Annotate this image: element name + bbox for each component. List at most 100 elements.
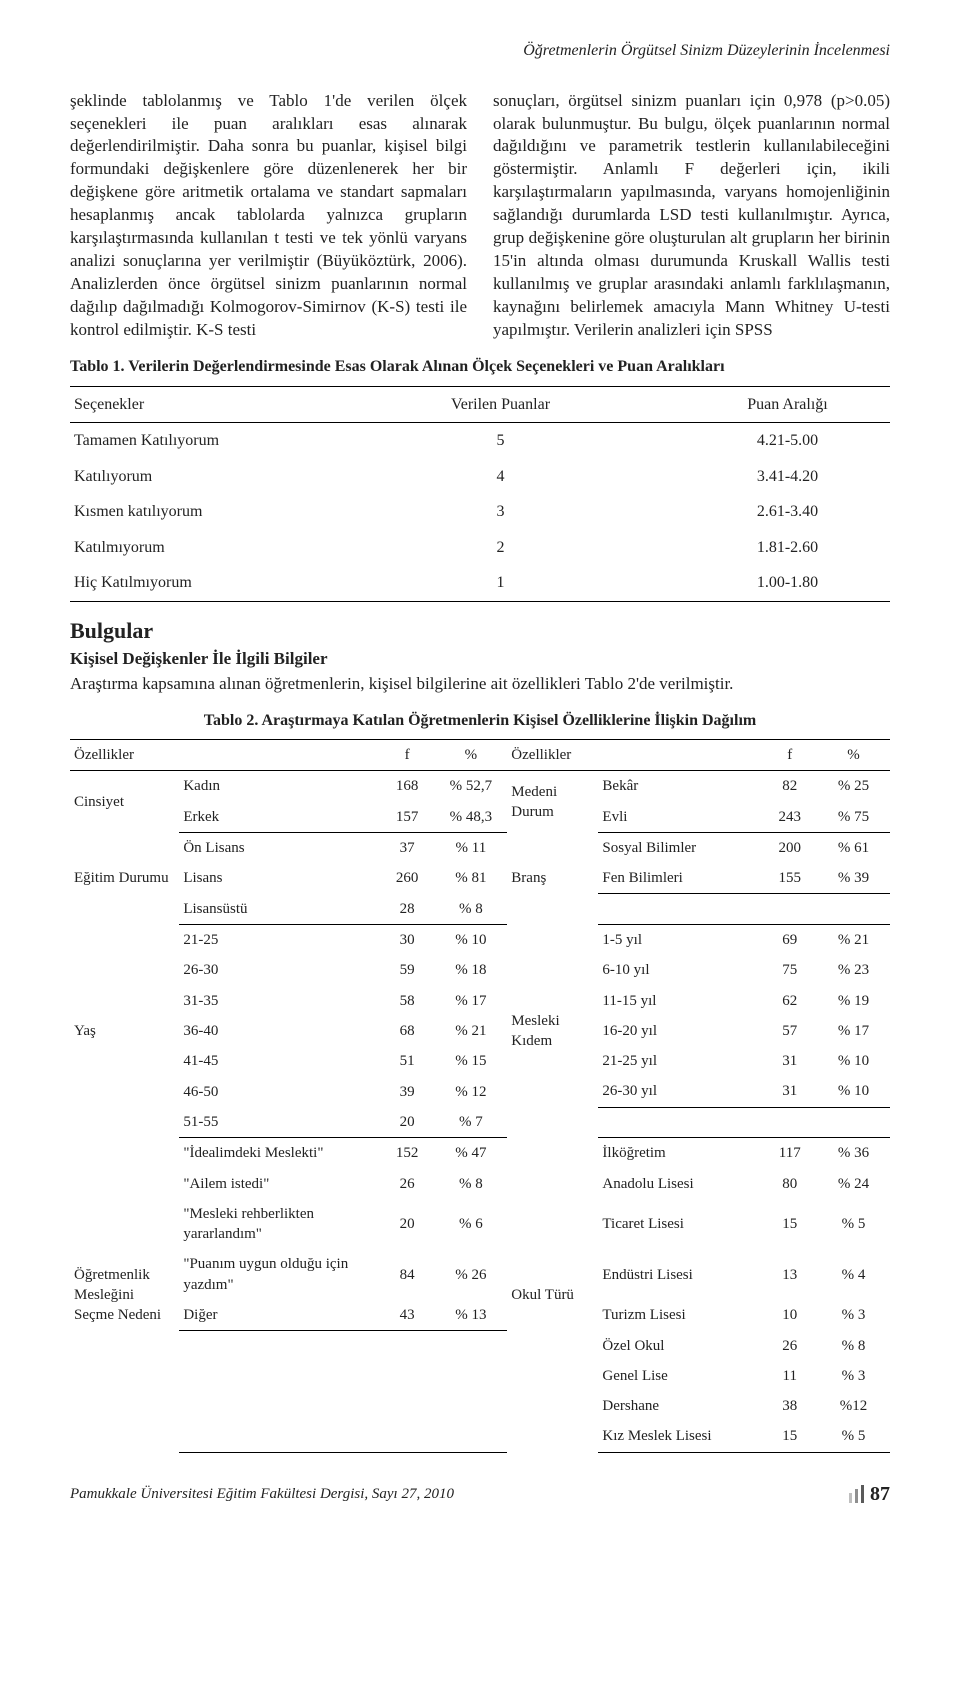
- table2-group-label: Eğitim Durumu: [70, 832, 179, 924]
- table2-cell: % 3: [817, 1300, 890, 1331]
- table2-row: 31-3558% 1711-15 yıl62% 19: [70, 986, 890, 1016]
- table2-cell: 43: [380, 1300, 435, 1331]
- table2-cell: [817, 1107, 890, 1138]
- table2-cell: % 26: [434, 1249, 507, 1300]
- table2-caption: Tablo 2. Araştırmaya Katılan Öğretmenler…: [70, 710, 890, 732]
- table1-cell: Katılmıyorum: [70, 530, 316, 566]
- table2-cell: 26: [380, 1169, 435, 1199]
- table2-group-label: Mesleki Kıdem: [507, 925, 598, 1138]
- table2-cell: [598, 894, 762, 925]
- table2-cell: 11-15 yıl: [598, 986, 762, 1016]
- table2-cell: [817, 894, 890, 925]
- table1-caption: Tablo 1. Verilerin Değerlendirmesinde Es…: [70, 356, 890, 378]
- table2-cell: 59: [380, 955, 435, 985]
- body-left-column: şeklinde tablolanmış ve Tablo 1'de veril…: [70, 90, 467, 342]
- table2-cell: % 6: [434, 1199, 507, 1250]
- table2-cell: 6-10 yıl: [598, 955, 762, 985]
- table2-cell: % 10: [434, 925, 507, 956]
- table2-cell: Dershane: [598, 1391, 762, 1421]
- table2-cell: [762, 894, 817, 925]
- table2-row: Dershane38%12: [70, 1391, 890, 1421]
- table2-row: Eğitim DurumuÖn Lisans37% 11BranşSosyal …: [70, 832, 890, 863]
- table2-cell: 16-20 yıl: [598, 1016, 762, 1046]
- table2-cell: % 52,7: [434, 771, 507, 802]
- table2-cell: 1-5 yıl: [598, 925, 762, 956]
- table2-cell: Turizm Lisesi: [598, 1300, 762, 1331]
- table1-row: Katılmıyorum21.81-2.60: [70, 530, 890, 566]
- table2-cell: Diğer: [179, 1300, 379, 1331]
- table1-cell: Tamamen Katılıyorum: [70, 423, 316, 459]
- table2-row: Yaş21-2530% 10Mesleki Kıdem1-5 yıl69% 21: [70, 925, 890, 956]
- table2-cell: Anadolu Lisesi: [598, 1169, 762, 1199]
- table2-cell: % 12: [434, 1076, 507, 1107]
- table2-cell: % 17: [817, 1016, 890, 1046]
- table2-cell: % 19: [817, 986, 890, 1016]
- table2-cell: Genel Lise: [598, 1361, 762, 1391]
- table2-cell: % 25: [817, 771, 890, 802]
- table1-h-aralik: Puan Aralığı: [685, 386, 890, 423]
- table1-row: Kısmen katılıyorum32.61-3.40: [70, 494, 890, 530]
- table2-cell: % 18: [434, 955, 507, 985]
- table2-row: Erkek157% 48,3Evli243% 75: [70, 802, 890, 833]
- table2-cell: 21-25 yıl: [598, 1046, 762, 1076]
- table2-cell: "İdealimdeki Meslekti": [179, 1138, 379, 1169]
- table2-cell: % 24: [817, 1169, 890, 1199]
- table2-cell: [179, 1361, 379, 1391]
- table2-row: Diğer43% 13 Turizm Lisesi10% 3: [70, 1300, 890, 1331]
- table2-row: 46-5039% 1226-30 yıl31% 10: [70, 1076, 890, 1107]
- table2-cell: [380, 1331, 435, 1361]
- table2-cell: 82: [762, 771, 817, 802]
- table2-row: Kız Meslek Lisesi15% 5: [70, 1421, 890, 1452]
- table2-cell: Erkek: [179, 802, 379, 833]
- table2-cell: 36-40: [179, 1016, 379, 1046]
- section-heading-bulgular: Bulgular: [70, 616, 890, 646]
- table2-cell: Lisans: [179, 863, 379, 894]
- table2-cell: 26-30: [179, 955, 379, 985]
- table2-row: Lisansüstü28% 8: [70, 894, 890, 925]
- table2-cell: [179, 1331, 379, 1361]
- table2-cell: [762, 1107, 817, 1138]
- table2-cell: Ön Lisans: [179, 832, 379, 863]
- table1: Seçenekler Verilen Puanlar Puan Aralığı …: [70, 386, 890, 603]
- table2-group-label: Okul Türü: [507, 1138, 598, 1452]
- table1-cell: 4: [316, 459, 685, 495]
- table1-cell: 4.21-5.00: [685, 423, 890, 459]
- t2-h-ozellik-r: Özellikler: [507, 740, 762, 771]
- table2-cell: 13: [762, 1249, 817, 1300]
- table2-cell: 69: [762, 925, 817, 956]
- table2-row: Özel Okul26% 8: [70, 1331, 890, 1361]
- table2-cell: % 61: [817, 832, 890, 863]
- table2-cell: [434, 1391, 507, 1421]
- table2-cell: 243: [762, 802, 817, 833]
- table2-row: 36-4068% 2116-20 yıl57% 17: [70, 1016, 890, 1046]
- table2-cell: 46-50: [179, 1076, 379, 1107]
- table2-cell: 152: [380, 1138, 435, 1169]
- table1-cell: Hiç Katılmıyorum: [70, 565, 316, 601]
- table2-group-label: Cinsiyet: [70, 771, 179, 833]
- table2-cell: % 13: [434, 1300, 507, 1331]
- footer-right: 87: [849, 1481, 890, 1508]
- table1-cell: 3.41-4.20: [685, 459, 890, 495]
- body-right-column: sonuçları, örgütsel sinizm puanları için…: [493, 90, 890, 342]
- body-columns: şeklinde tablolanmış ve Tablo 1'de veril…: [70, 90, 890, 342]
- table1-h-secenekler: Seçenekler: [70, 386, 316, 423]
- table2-cell: [434, 1361, 507, 1391]
- table2-cell: 30: [380, 925, 435, 956]
- table2-cell: % 23: [817, 955, 890, 985]
- table1-cell: 3: [316, 494, 685, 530]
- table2-cell: [434, 1331, 507, 1361]
- table2-group-label: Yaş: [70, 925, 179, 1138]
- table2-cell: 37: [380, 832, 435, 863]
- table2-cell: Özel Okul: [598, 1331, 762, 1361]
- table2-cell: % 10: [817, 1046, 890, 1076]
- table1-cell: 2: [316, 530, 685, 566]
- table2-cell: 80: [762, 1169, 817, 1199]
- table2-cell: 15: [762, 1199, 817, 1250]
- table2-cell: 10: [762, 1300, 817, 1331]
- table2-cell: 58: [380, 986, 435, 1016]
- table2-row: "Mesleki rehberlikten yararlandım"20% 6T…: [70, 1199, 890, 1250]
- table2-cell: 51: [380, 1046, 435, 1076]
- table2-cell: % 21: [817, 925, 890, 956]
- page-footer: Pamukkale Üniversitesi Eğitim Fakültesi …: [70, 1481, 890, 1508]
- table2-cell: 39: [380, 1076, 435, 1107]
